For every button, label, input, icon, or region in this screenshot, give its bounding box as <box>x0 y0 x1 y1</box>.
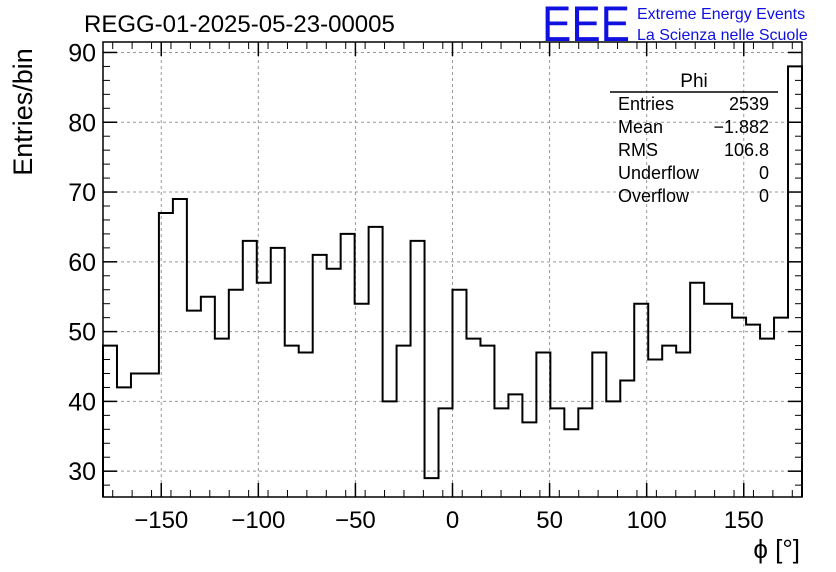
stats-row-value: −1.882 <box>713 117 769 137</box>
logo-line-2: La Scienza nelle Scuole <box>637 27 808 44</box>
y-tick-label: 90 <box>68 39 96 67</box>
x-tick-label: −50 <box>335 507 376 534</box>
stats-row-label: Underflow <box>618 163 700 183</box>
plot-frame <box>102 41 803 498</box>
stats-row-label: Entries <box>618 94 674 114</box>
y-tick-label: 30 <box>68 458 96 486</box>
x-axis-label: ϕ [°] <box>753 534 800 564</box>
y-tick-label: 80 <box>68 109 96 137</box>
histogram-step-line <box>102 65 803 497</box>
stats-box: Phi Entries 2539 Mean −1.882 RMS 106.8 Underfl… <box>610 71 778 206</box>
stats-row-value: 106.8 <box>724 140 769 160</box>
stats-row-value: 0 <box>759 163 769 183</box>
y-tick-label: 70 <box>68 179 96 207</box>
y-tick-label: 50 <box>68 319 96 347</box>
stats-row-value: 0 <box>759 186 769 206</box>
stats-row-label: RMS <box>618 140 658 160</box>
stats-row-value: 2539 <box>729 94 769 114</box>
eee-logo-mark: EEE <box>542 0 630 52</box>
plot-title: REGG-01-2025-05-23-00005 <box>84 11 395 38</box>
axis-ticks: −150 −100 −50 0 50 100 150 30 40 50 60 70 80 90 <box>68 39 802 534</box>
eee-logo: EEE Extreme Energy Events La Scienza nel… <box>542 0 808 52</box>
stats-title: Phi <box>680 71 707 92</box>
logo-line-1: Extreme Energy Events <box>637 6 805 23</box>
x-tick-label: −100 <box>231 507 285 534</box>
x-tick-label: 150 <box>724 507 764 534</box>
y-axis-label: Entries/bin <box>8 48 38 176</box>
x-tick-label: 100 <box>627 507 667 534</box>
x-tick-label: 50 <box>536 507 563 534</box>
stats-row-label: Overflow <box>618 186 690 206</box>
y-tick-label: 40 <box>68 388 96 416</box>
grid-lines <box>103 42 802 497</box>
y-tick-label: 60 <box>68 249 96 277</box>
x-tick-label: 0 <box>446 507 459 534</box>
x-tick-label: −150 <box>134 507 188 534</box>
stats-row-label: Mean <box>618 117 663 137</box>
